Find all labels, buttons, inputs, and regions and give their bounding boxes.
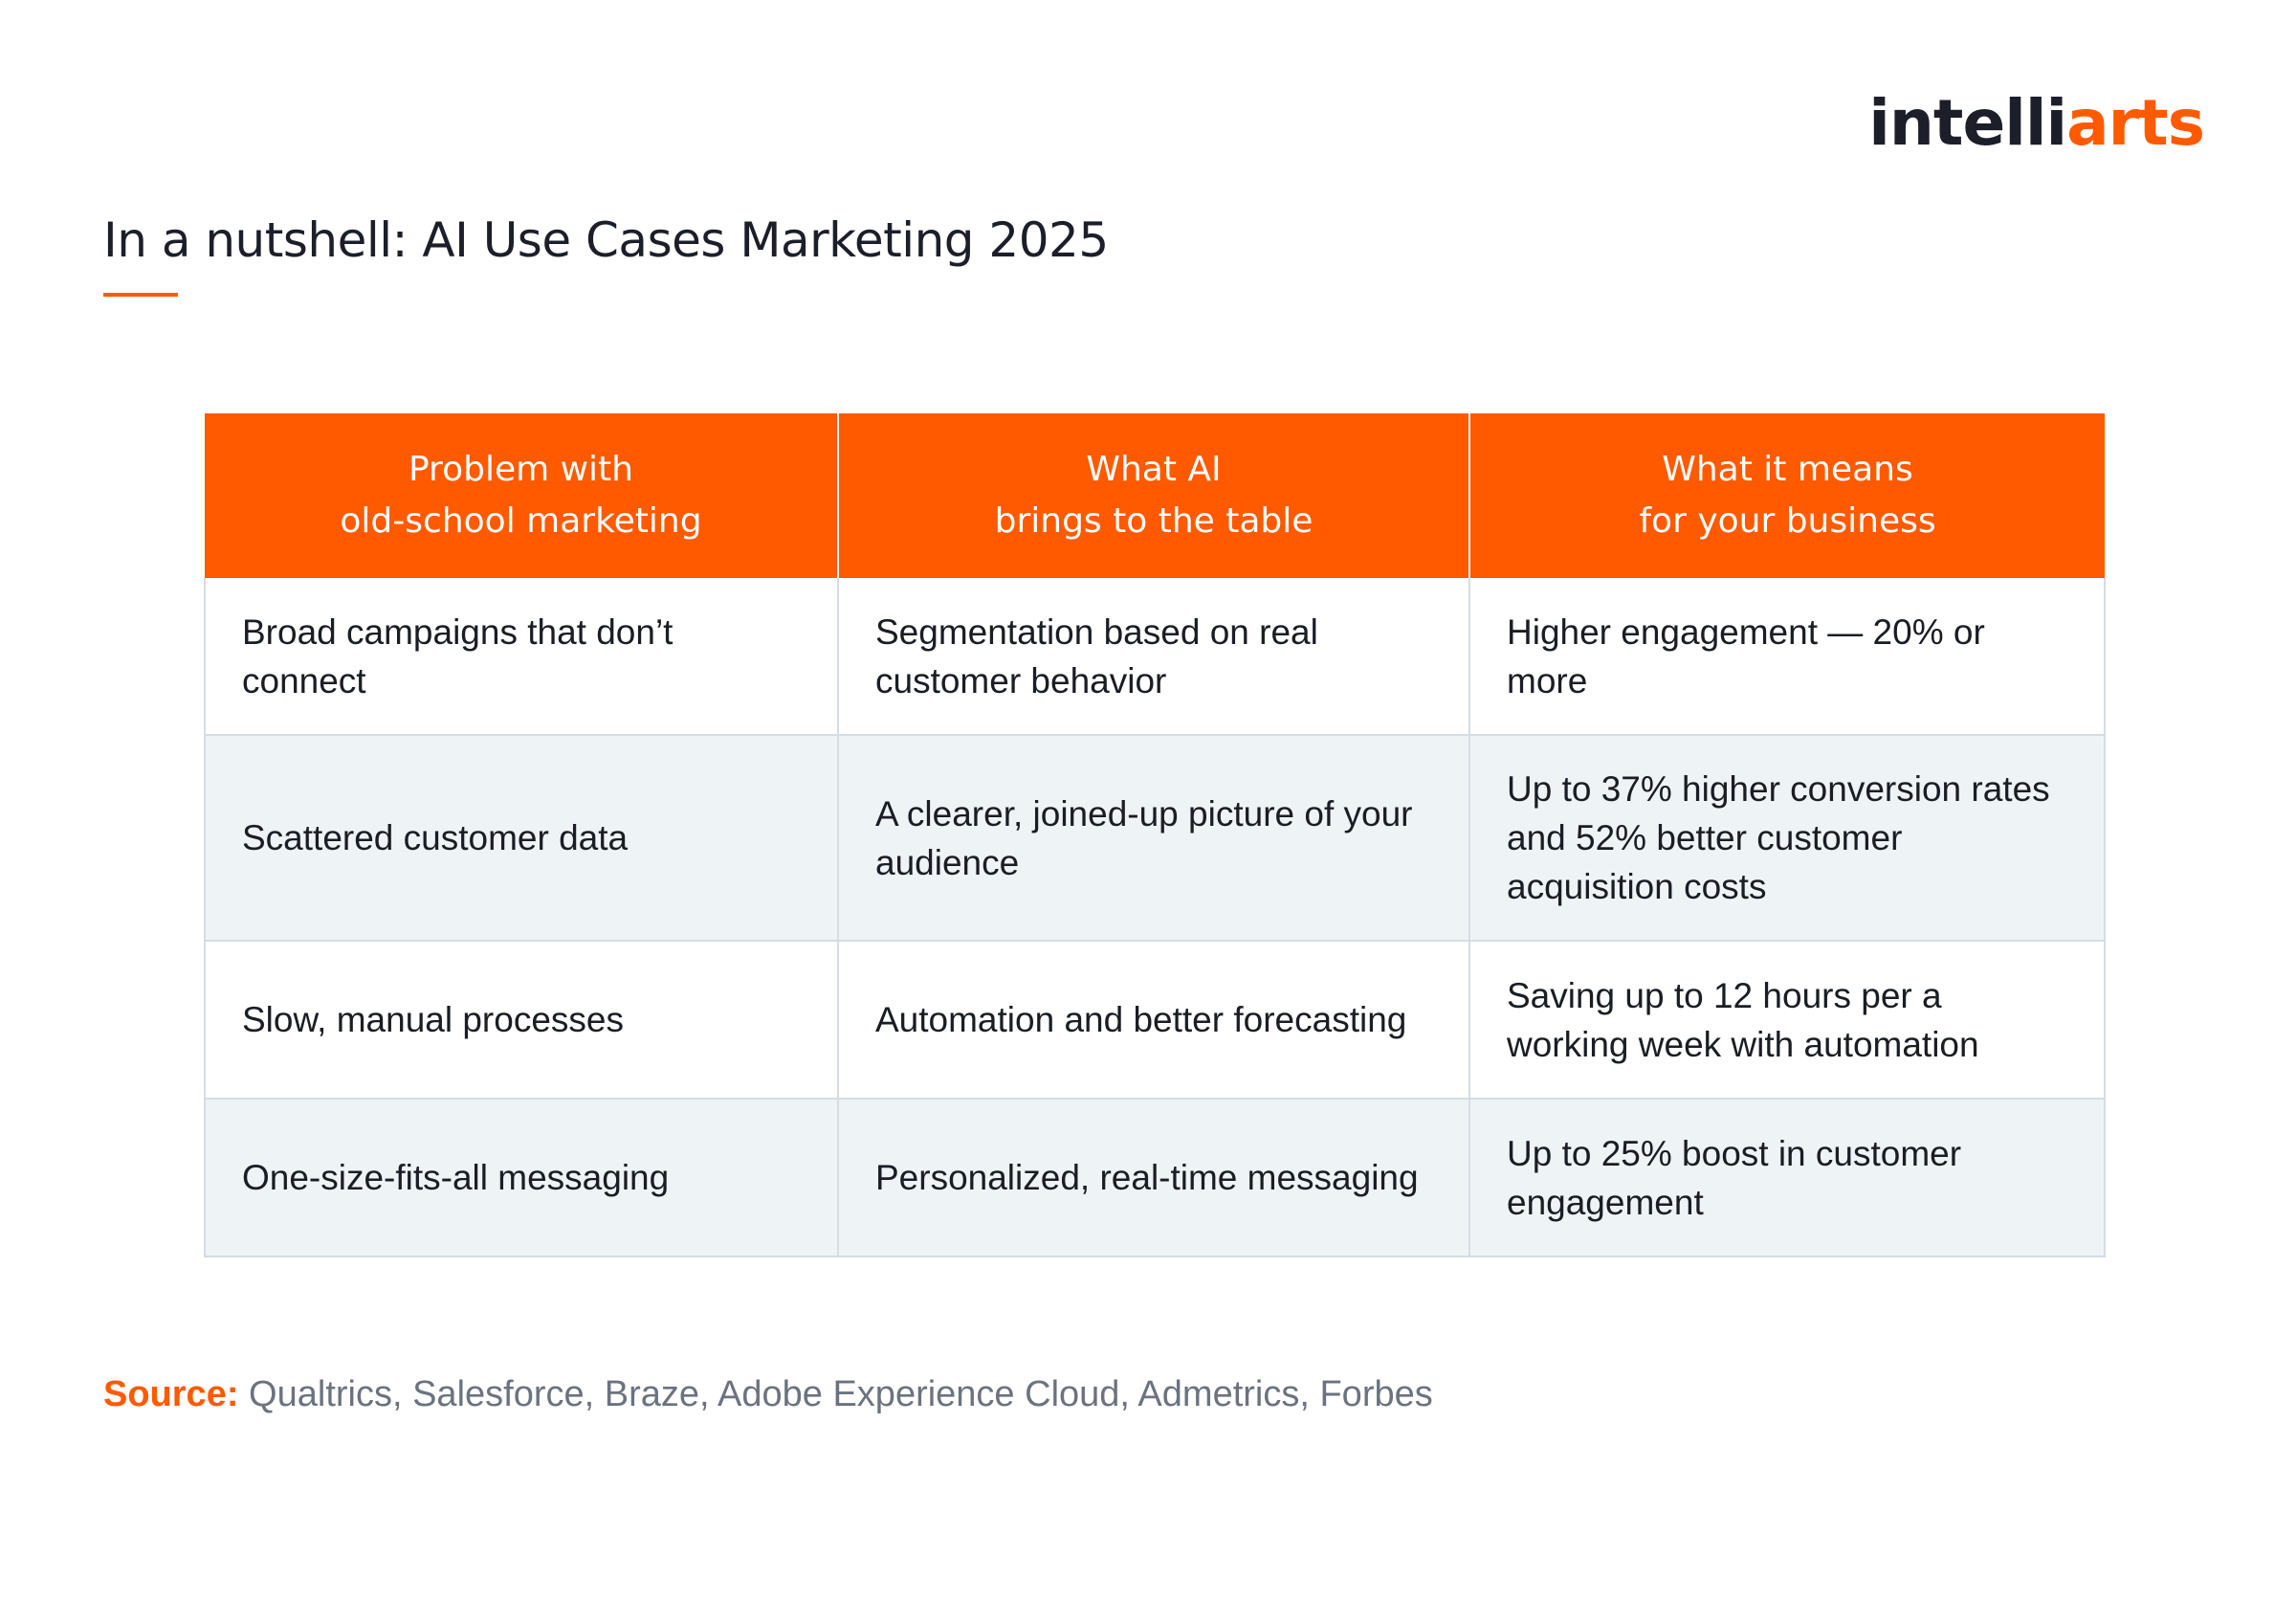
cell-impact: Higher engagement — 20% or more [1468, 578, 2106, 736]
cell-ai: Personalized, real-time messaging [837, 1099, 1470, 1257]
intelliarts-logo: intelliarts [1868, 92, 2205, 155]
page-title: In a nutshell: AI Use Cases Marketing 20… [103, 212, 1109, 268]
table-row: Broad campaigns that don’t connect Segme… [204, 578, 2106, 736]
header-problem: Problem with old-school marketing [205, 413, 839, 578]
table-row: Slow, manual processes Automation and be… [204, 941, 2106, 1100]
cell-problem: One-size-fits-all messaging [204, 1099, 839, 1257]
source-line: Source: Qualtrics, Salesforce, Braze, Ad… [103, 1374, 1433, 1415]
cell-problem: Broad campaigns that don’t connect [204, 578, 839, 736]
title-underline-divider [103, 293, 178, 297]
use-cases-table: Problem with old-school marketing What A… [204, 413, 2106, 1257]
logo-text-dark: intelli [1868, 86, 2067, 160]
cell-impact: Saving up to 12 hours per a working week… [1468, 941, 2106, 1100]
table-row: Scattered customer data A clearer, joine… [204, 735, 2106, 942]
header-impact: What it means for your business [1469, 413, 2105, 578]
cell-ai: Segmentation based on real customer beha… [837, 578, 1470, 736]
cell-impact: Up to 37% higher conversion rates and 52… [1468, 735, 2106, 942]
table-header-row: Problem with old-school marketing What A… [205, 413, 2105, 578]
cell-problem: Scattered customer data [204, 735, 839, 942]
header-ai: What AI brings to the table [838, 413, 1470, 578]
cell-problem: Slow, manual processes [204, 941, 839, 1100]
cell-ai: A clearer, joined-up picture of your aud… [837, 735, 1470, 942]
cell-impact: Up to 25% boost in customer engagement [1468, 1099, 2106, 1257]
table-row: One-size-fits-all messaging Personalized… [204, 1099, 2106, 1257]
source-text: Qualtrics, Salesforce, Braze, Adobe Expe… [249, 1374, 1433, 1414]
logo-text-accent: arts [2066, 86, 2205, 160]
cell-ai: Automation and better forecasting [837, 941, 1470, 1100]
source-label: Source: [103, 1374, 239, 1414]
